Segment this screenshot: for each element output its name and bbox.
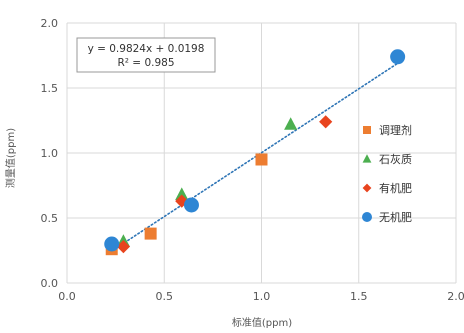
equation-box-frame	[76, 37, 216, 73]
legend-marker	[363, 126, 371, 134]
legend-marker	[362, 183, 372, 193]
x-tick-label: 1.5	[350, 290, 368, 303]
r-squared: R² = 0.985	[117, 57, 174, 69]
trendline-path	[107, 59, 403, 255]
legend-label: 石灰质	[379, 152, 412, 166]
equation-box: y = 0.9824x + 0.0198 R² = 0.985	[76, 37, 216, 73]
y-tick-label: 0.5	[41, 212, 59, 225]
x-tick-label: 0.0	[58, 290, 76, 303]
data-points	[104, 49, 406, 256]
data-point-square	[255, 153, 268, 166]
legend-label: 无机肥	[379, 210, 412, 224]
y-tick-label: 0.0	[41, 277, 59, 290]
data-point-diamond	[319, 115, 333, 129]
y-tick-label: 1.5	[41, 82, 59, 95]
legend-label: 有机肥	[379, 181, 412, 195]
x-tick-label: 1.0	[253, 290, 271, 303]
x-axis-label: 标准值(ppm)	[232, 316, 292, 329]
data-point-diamond	[116, 240, 131, 254]
data-point-triangle	[175, 187, 189, 200]
trendline	[107, 59, 403, 255]
y-axis-label: 测量值(ppm)	[4, 128, 17, 188]
y-tick-label: 1.0	[41, 147, 59, 160]
data-point-triangle	[284, 117, 298, 130]
legend-marker	[362, 212, 372, 222]
legend-marker	[362, 154, 372, 163]
y-tick-label: 2.0	[41, 17, 59, 30]
data-point-circle	[183, 197, 199, 213]
data-point-circle	[104, 236, 120, 252]
x-tick-label: 0.5	[156, 290, 174, 303]
x-tick-label: 2.0	[447, 290, 464, 303]
data-point-circle	[390, 49, 406, 65]
trendline-equation: y = 0.9824x + 0.0198	[88, 43, 205, 55]
axes: 0.0 0.5 1.0 1.5 2.0 0.0 0.5 1.0 1.5 2.0	[41, 17, 464, 303]
data-point-square	[144, 227, 157, 240]
legend-label: 调理剂	[379, 123, 412, 137]
